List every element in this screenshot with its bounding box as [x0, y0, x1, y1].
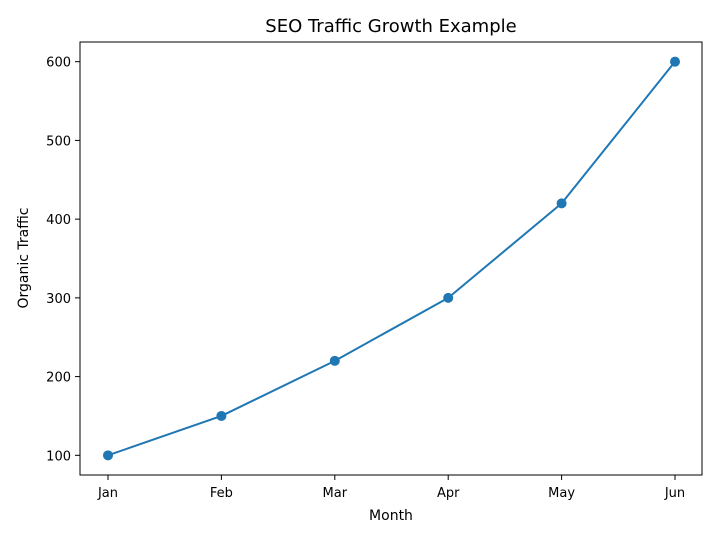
x-tick-label: Apr: [437, 486, 460, 501]
data-point: [329, 355, 340, 366]
y-tick-label: 600: [46, 56, 71, 71]
y-tick-label: 200: [46, 371, 71, 386]
x-tick-label: Jan: [97, 486, 118, 501]
data-point: [670, 56, 680, 67]
plot-frame: [79, 41, 703, 476]
y-axis-label: Organic Traffic: [16, 208, 32, 309]
series-line: [107, 61, 676, 457]
data-point: [216, 410, 227, 421]
data-point: [103, 450, 113, 461]
x-tick-label: Mar: [323, 486, 348, 501]
x-axis-label: Month: [369, 508, 413, 524]
y-tick-label: 400: [46, 213, 71, 228]
data-point: [443, 292, 454, 303]
y-tick-label: 300: [46, 292, 71, 307]
chart-title: SEO Traffic Growth Example: [265, 16, 516, 37]
x-tick-label: Feb: [210, 486, 233, 501]
y-axis-ticks: 100 200 300 400 500 600: [46, 56, 80, 464]
x-tick-label: May: [548, 486, 575, 501]
data-point: [556, 198, 567, 209]
y-tick-label: 500: [46, 134, 71, 149]
series-layer: [103, 56, 680, 461]
x-axis-ticks: Jan Feb Mar Apr May Jun: [97, 475, 685, 501]
x-tick-label: Jun: [664, 486, 685, 501]
y-tick-label: 100: [46, 449, 71, 464]
